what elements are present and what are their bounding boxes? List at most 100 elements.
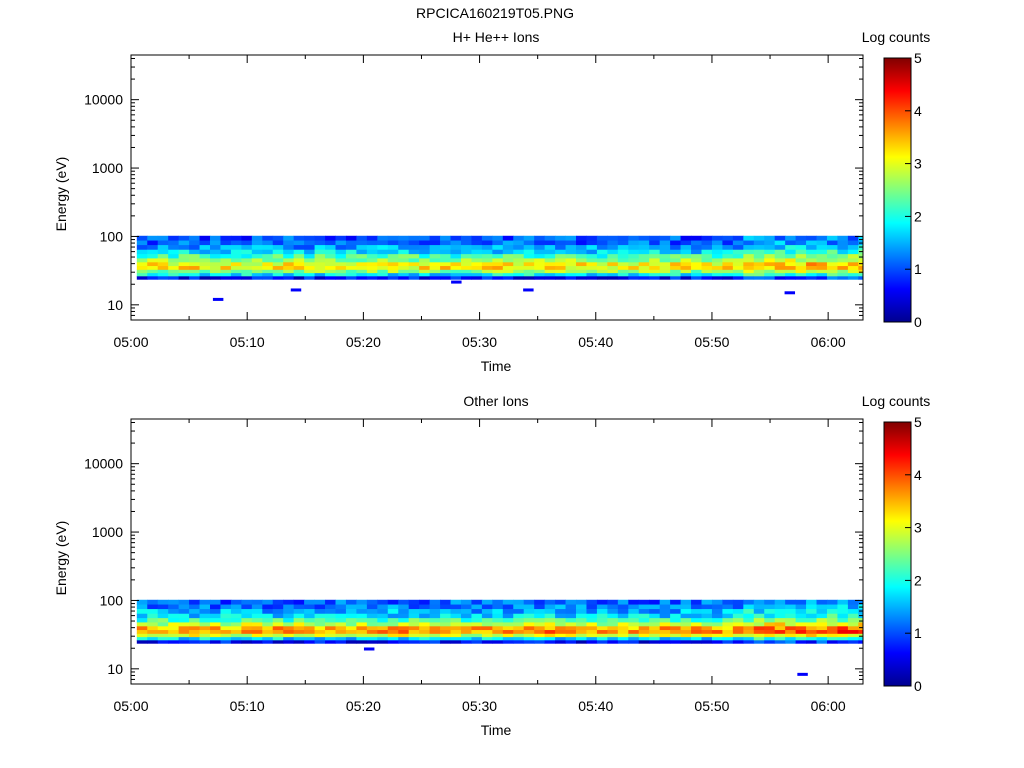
heatmap-cell	[607, 636, 619, 641]
heatmap-cell	[408, 617, 420, 623]
heatmap-cell	[555, 249, 566, 255]
heatmap-cell	[858, 235, 864, 241]
heatmap-cell	[387, 613, 399, 619]
heatmap-cell	[189, 244, 200, 250]
heatmap-cell	[743, 625, 755, 631]
heatmap-cell	[335, 249, 347, 255]
heatmap-cell	[649, 240, 661, 246]
panel-h-he-ions: H+ He++ Ions 05:00 05:10 05:20 05:30 05:40 05…	[53, 29, 930, 374]
heatmap-cell	[638, 636, 650, 641]
colorbar-tick-label: 0	[914, 314, 922, 330]
x-tick-label: 05:40	[578, 334, 613, 350]
heatmap-cell	[304, 275, 315, 280]
heatmap-cell	[304, 272, 315, 277]
heatmap-cell	[711, 240, 723, 246]
heatmap-cell	[387, 240, 399, 246]
heatmap-cell	[722, 599, 734, 605]
heatmap-cell	[544, 599, 556, 605]
heatmap-cell	[617, 604, 629, 610]
heatmap-cell	[356, 613, 368, 619]
heatmap-cell	[314, 629, 326, 634]
heatmap-cell	[304, 261, 315, 267]
heatmap-cell	[638, 235, 650, 241]
heatmap-cell	[722, 235, 734, 241]
heatmap-cell	[826, 240, 838, 246]
heatmap-cell	[429, 258, 441, 263]
heatmap-cell	[251, 261, 263, 267]
heatmap-cell	[649, 639, 661, 644]
heatmap-cell	[534, 613, 546, 619]
heatmap-cell	[356, 258, 368, 263]
heatmap-cell	[576, 608, 587, 614]
heatmap-cell	[356, 617, 368, 623]
heatmap-cell	[251, 269, 263, 274]
heatmap-cell	[806, 235, 817, 241]
heatmap-cell	[764, 265, 776, 270]
heatmap-cell	[481, 608, 493, 614]
heatmap-cell	[325, 261, 336, 267]
x-tick-label: 05:20	[346, 334, 381, 350]
heatmap-cell	[837, 269, 849, 274]
heatmap-cell	[325, 235, 336, 241]
heatmap-cell	[199, 604, 211, 610]
heatmap-cell	[764, 272, 776, 277]
heatmap-cell	[670, 613, 681, 619]
heatmap-cell	[732, 633, 744, 638]
heatmap-cell	[272, 599, 284, 605]
heatmap-cell	[680, 617, 692, 623]
heatmap-cell	[377, 639, 389, 644]
heatmap-cell	[230, 599, 242, 605]
panel-title: Other Ions	[463, 393, 528, 409]
heatmap-cell	[220, 608, 232, 614]
heatmap-cell	[795, 639, 807, 644]
heatmap-cell	[847, 629, 859, 634]
heatmap-cell	[764, 258, 776, 263]
heatmap-cell	[398, 275, 410, 280]
heatmap-cell	[345, 258, 357, 263]
heatmap-cell	[785, 604, 797, 610]
heatmap-cell	[429, 629, 441, 634]
heatmap-cell	[220, 249, 232, 255]
heatmap-cell	[178, 604, 190, 610]
heatmap-cell	[534, 272, 546, 277]
heatmap-cell	[429, 269, 441, 274]
heatmap-cell	[774, 253, 786, 259]
colorbar-tick-label: 3	[914, 156, 922, 172]
heatmap-cell	[157, 629, 169, 634]
heatmap-cell	[325, 599, 336, 605]
heatmap-cell	[638, 622, 650, 627]
heatmap-cell	[471, 608, 483, 614]
heatmap-cell	[816, 608, 828, 614]
heatmap-cell	[774, 235, 786, 241]
heatmap-cell	[596, 265, 608, 270]
heatmap-cell	[638, 633, 650, 638]
heatmap-cell	[617, 269, 629, 274]
heatmap-cell	[492, 269, 504, 274]
heatmap-cell	[523, 258, 535, 263]
heatmap-cell	[293, 258, 305, 263]
heatmap-cell	[345, 629, 357, 634]
heatmap-cell	[596, 613, 608, 619]
heatmap-cell	[429, 636, 441, 641]
heatmap-cell	[440, 608, 451, 614]
heatmap-cell	[419, 275, 431, 280]
heatmap-cell	[460, 622, 472, 627]
heatmap-cell	[576, 275, 587, 280]
heatmap-cell	[607, 604, 619, 610]
heatmap-cell	[513, 244, 525, 250]
heatmap-cell-isolated	[451, 280, 462, 284]
heatmap-cell	[691, 261, 702, 267]
heatmap-cell	[293, 269, 305, 274]
heatmap-cell	[837, 244, 849, 250]
heatmap-cell	[586, 629, 598, 634]
heatmap-cell	[377, 240, 389, 246]
heatmap-cell	[680, 235, 692, 241]
heatmap-cell	[450, 240, 462, 246]
heatmap-cell	[586, 604, 598, 610]
heatmap-cell	[408, 625, 420, 631]
heatmap-cell	[617, 599, 629, 605]
heatmap-cell	[283, 258, 295, 263]
heatmap-cell	[304, 639, 315, 644]
heatmap-cell	[398, 639, 410, 644]
heatmap-cell	[753, 625, 765, 631]
